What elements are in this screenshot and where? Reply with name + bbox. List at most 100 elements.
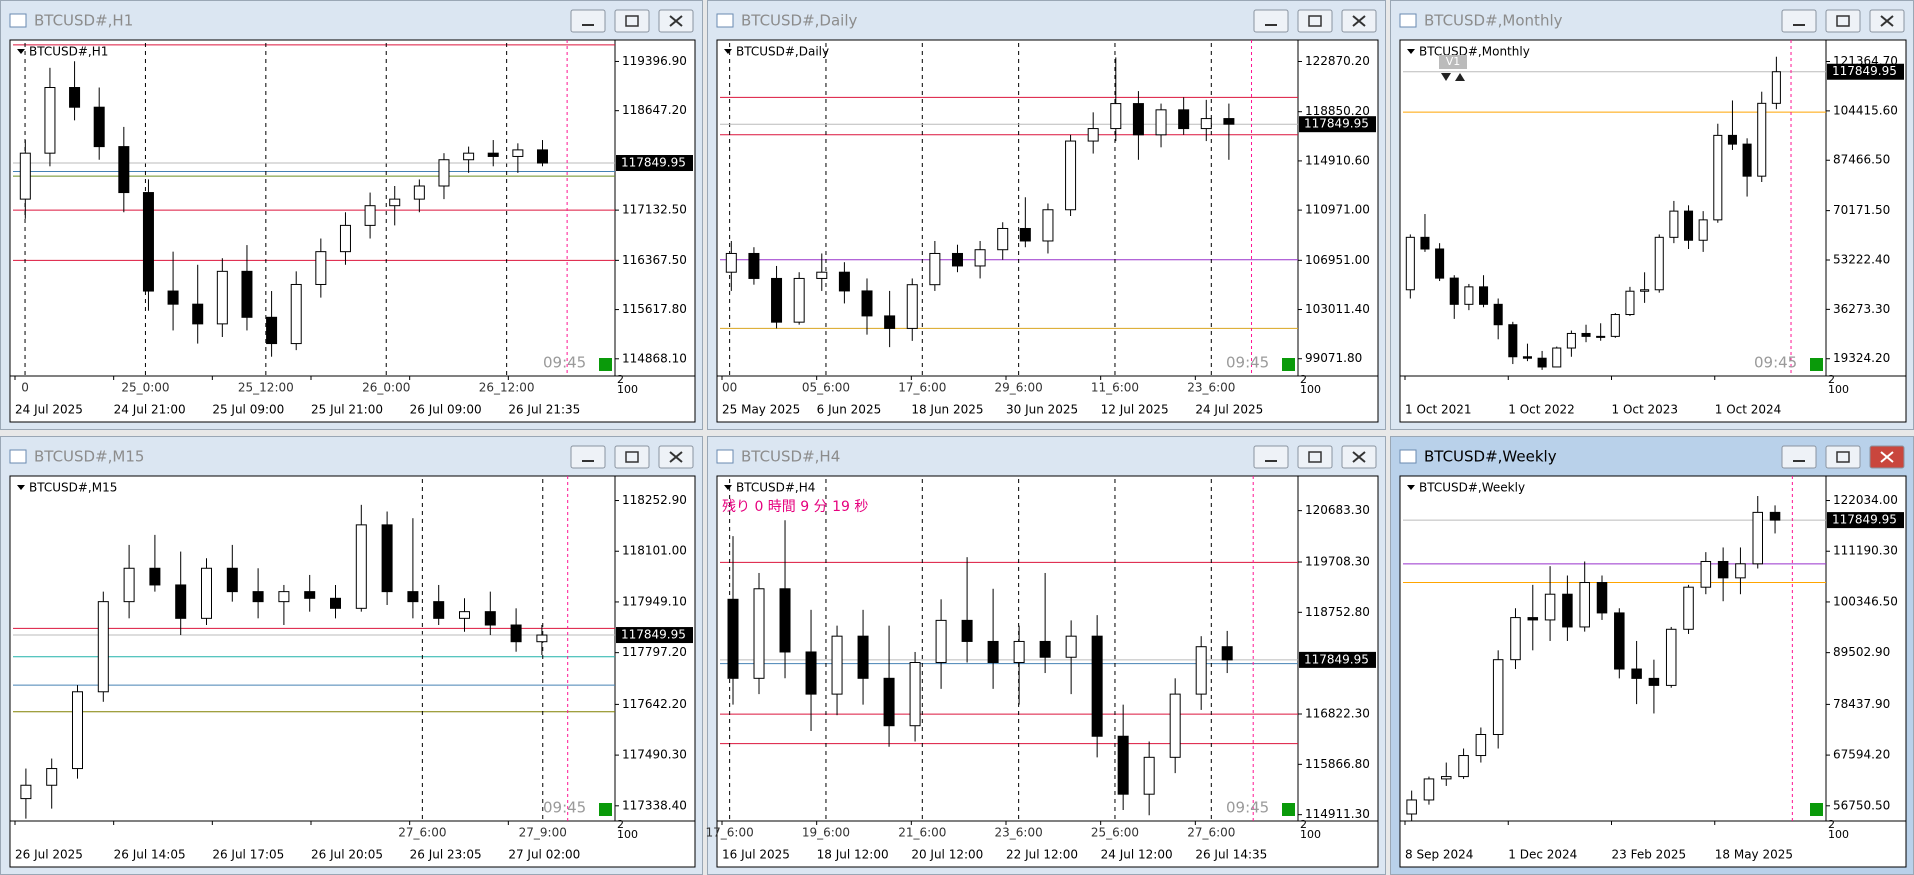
- candle-body: [1087, 128, 1099, 142]
- maximize-button[interactable]: [614, 445, 650, 469]
- badge-arrows[interactable]: [1441, 73, 1465, 81]
- time-label: 23 Feb 2025: [1612, 848, 1687, 862]
- candle-body: [805, 651, 817, 695]
- maximize-glyph: [625, 451, 639, 463]
- minimize-button[interactable]: [1781, 445, 1817, 469]
- countdown: 09:45: [1226, 354, 1269, 372]
- candle-body: [1742, 143, 1752, 177]
- candle-body: [241, 270, 253, 318]
- candle-body: [1596, 582, 1608, 614]
- candle-body: [1065, 140, 1077, 211]
- candle-body: [510, 624, 522, 643]
- maximize-button[interactable]: [614, 9, 650, 33]
- time-label: 24 Jul 2025: [1195, 403, 1263, 417]
- maximize-glyph: [625, 15, 639, 27]
- candle-body: [413, 185, 425, 200]
- candle-body: [484, 611, 496, 626]
- candle-body: [97, 601, 109, 693]
- corner-label: 100: [1300, 383, 1321, 396]
- corner-label: 2: [1828, 373, 1835, 386]
- separator-label: 21_6:00: [898, 826, 946, 840]
- separator-label: 17_6:00: [706, 826, 754, 840]
- candle-body: [974, 249, 986, 267]
- time-label: 26 Jul 17:05: [212, 848, 284, 862]
- separator-label: 29_6:00: [995, 381, 1043, 395]
- window-title: BTCUSD#,H4: [741, 448, 840, 466]
- candle-body: [118, 146, 130, 194]
- time-label: 26 Jul 23:05: [410, 848, 482, 862]
- candle-body: [167, 290, 179, 305]
- minimize-button[interactable]: [1253, 9, 1289, 33]
- separator-label: 27_6:00: [398, 826, 446, 840]
- window-title: BTCUSD#,H1: [34, 12, 133, 30]
- candle-body: [906, 284, 918, 329]
- candle-body: [1117, 735, 1129, 795]
- time-label: 1 Dec 2024: [1508, 848, 1577, 862]
- separator-label: 05_6:00: [802, 381, 850, 395]
- chart-label: BTCUSD#,H4: [736, 481, 815, 495]
- candle-body: [1648, 677, 1660, 686]
- current-price-box: [1827, 512, 1904, 529]
- candle-body: [1654, 236, 1664, 291]
- close-glyph: [1352, 451, 1366, 463]
- separator-label: 26_12:00: [479, 381, 535, 395]
- candle-body: [816, 271, 828, 279]
- candle-body: [1221, 646, 1233, 661]
- candle-body: [1475, 733, 1487, 757]
- y-tick-label: 117338.40: [622, 798, 687, 812]
- y-tick-label: 87466.50: [1833, 153, 1890, 167]
- candle-body: [1420, 236, 1430, 250]
- time-label: 26 Jul 14:35: [1195, 848, 1267, 862]
- candle-body: [1735, 563, 1746, 579]
- minimize-button[interactable]: [570, 445, 606, 469]
- y-tick-label: 53222.40: [1833, 252, 1890, 266]
- candle-body: [381, 524, 393, 593]
- window-icon: [716, 13, 734, 28]
- candle-body: [1510, 617, 1521, 661]
- time-label: 1 Oct 2024: [1715, 403, 1782, 417]
- window-title: BTCUSD#,Monthly: [1424, 12, 1563, 30]
- y-tick-label: 118752.80: [1305, 605, 1370, 619]
- close-glyph: [1880, 15, 1894, 27]
- y-tick-label: 119396.90: [622, 54, 687, 68]
- y-tick-label: 116822.30: [1305, 707, 1370, 721]
- candle-body: [929, 252, 941, 286]
- maximize-button[interactable]: [1297, 9, 1333, 33]
- candle-body: [407, 591, 419, 603]
- candle-body: [1640, 289, 1650, 292]
- connection-status: [1282, 358, 1295, 371]
- y-tick-label: 99071.80: [1305, 351, 1362, 365]
- maximize-button[interactable]: [1825, 445, 1861, 469]
- chart-label: BTCUSD#,M15: [29, 481, 117, 495]
- chart-frame: [1399, 39, 1907, 423]
- window-icon: [716, 449, 734, 464]
- corner-label: 100: [1300, 828, 1321, 841]
- candle-body: [1552, 347, 1562, 368]
- minimize-button[interactable]: [1781, 9, 1817, 33]
- separator-label: 0: [21, 381, 29, 395]
- candle-body: [192, 303, 204, 325]
- minimize-button[interactable]: [1253, 445, 1289, 469]
- candle-body: [748, 252, 760, 279]
- corner-label: 2: [617, 818, 624, 831]
- time-label: 25 Jul 09:00: [212, 403, 284, 417]
- y-tick-label: 56750.50: [1833, 798, 1890, 812]
- candle-body: [793, 277, 805, 323]
- maximize-button[interactable]: [1297, 445, 1333, 469]
- separator-label: 25_0:00: [121, 381, 169, 395]
- candle-body: [459, 611, 470, 619]
- maximize-button[interactable]: [1825, 9, 1861, 33]
- candle-body: [779, 588, 791, 653]
- time-label: 26 Jul 2025: [15, 848, 83, 862]
- close-glyph: [1880, 451, 1894, 463]
- chart-label: BTCUSD#,Monthly: [1419, 45, 1530, 59]
- candle-body: [1717, 560, 1729, 579]
- candle-body: [1713, 134, 1723, 221]
- candle-body: [20, 784, 32, 800]
- minimize-button[interactable]: [570, 9, 606, 33]
- candle-body: [1522, 356, 1532, 359]
- connection-status: [599, 358, 612, 371]
- window-title: BTCUSD#,Weekly: [1424, 448, 1557, 466]
- candle-body: [330, 597, 341, 609]
- candle-body: [838, 271, 850, 292]
